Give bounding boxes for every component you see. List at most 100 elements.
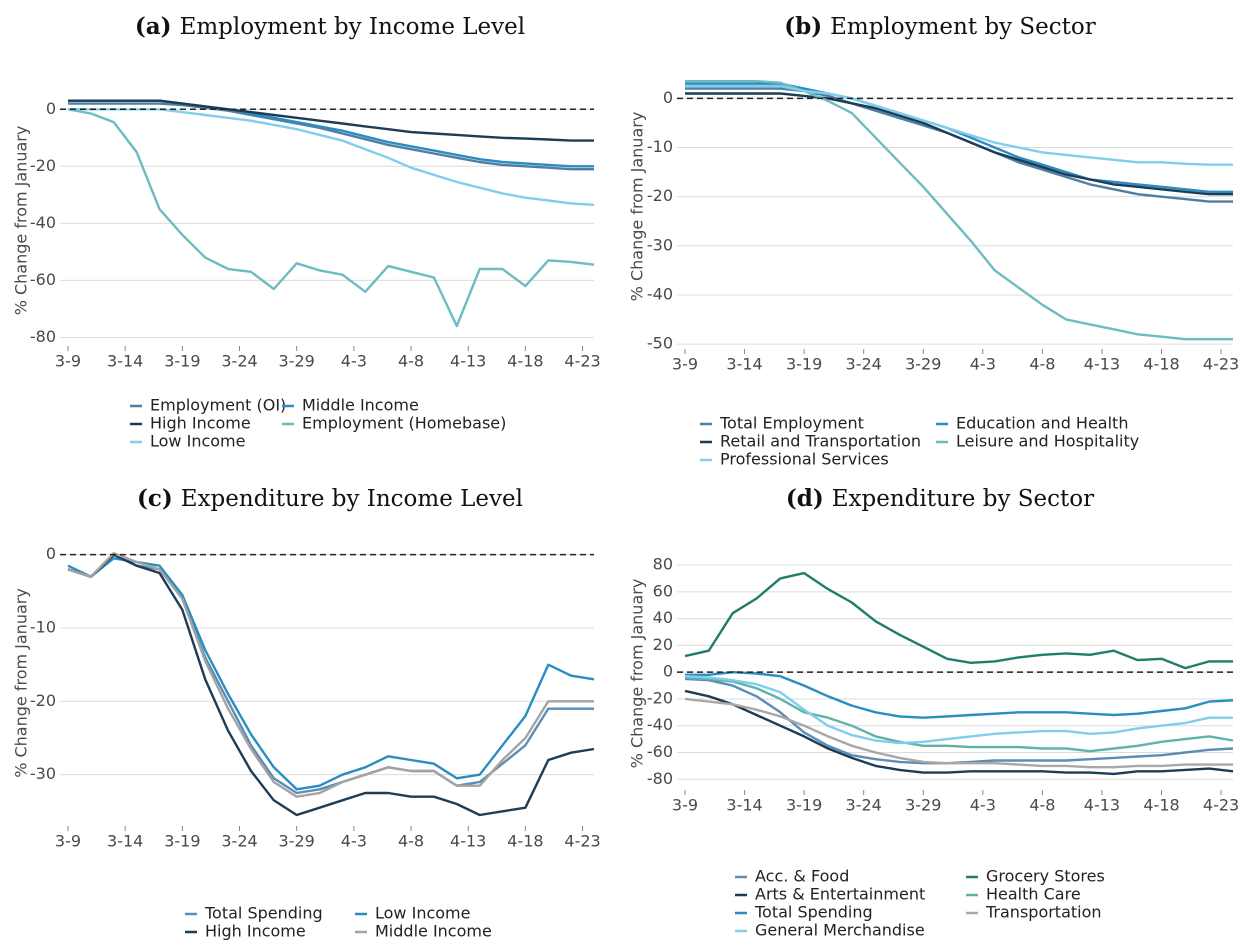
x-tick-label: 3-9 <box>672 796 698 815</box>
legend-label: Grocery Stores <box>986 867 1105 886</box>
x-tick-label: 4-23 <box>564 832 600 851</box>
y-tick-label: -30 <box>647 235 673 254</box>
panel: (b)Employment by Sector% Change from Jan… <box>628 13 1238 469</box>
chart-title: (d) Expenditure by Sector <box>786 485 1094 512</box>
y-tick-label: -40 <box>647 284 673 303</box>
y-axis-label: % Change from January <box>628 579 647 769</box>
x-tick-label: 3-14 <box>107 832 143 851</box>
series-line <box>68 101 594 167</box>
legend-label: Education and Health <box>956 414 1128 433</box>
x-tick-label: 3-19 <box>786 796 822 815</box>
x-tick-label: 4-8 <box>1029 355 1055 374</box>
y-tick-label: 0 <box>663 662 673 681</box>
series-line <box>685 573 1233 668</box>
series-line <box>68 109 594 205</box>
y-tick-label: -60 <box>647 742 673 761</box>
x-tick-label: 4-8 <box>398 352 424 371</box>
x-tick-label: 4-13 <box>450 352 486 371</box>
y-tick-label: 40 <box>653 608 673 627</box>
x-tick-label: 4-13 <box>1084 796 1120 815</box>
x-tick-label: 3-29 <box>279 832 315 851</box>
legend-label: Total Spending <box>754 903 873 922</box>
y-tick-label: 0 <box>46 99 56 118</box>
series-line <box>685 676 1233 743</box>
y-tick-label: -50 <box>647 334 673 353</box>
title-text: Employment by Income Level <box>180 14 526 40</box>
x-tick-label: 3-29 <box>905 796 941 815</box>
x-tick-label: 3-19 <box>786 355 822 374</box>
legend-label: High Income <box>150 414 251 433</box>
title-text: Expenditure by Sector <box>832 486 1094 512</box>
y-tick-label: 0 <box>663 88 673 107</box>
x-tick-label: 4-18 <box>507 352 543 371</box>
series-line <box>68 553 594 797</box>
y-tick-label: 80 <box>653 555 673 574</box>
x-tick-label: 4-18 <box>1143 796 1179 815</box>
legend-label: Middle Income <box>375 922 492 941</box>
y-tick-label: -10 <box>647 137 673 156</box>
legend-label: Health Care <box>986 885 1081 904</box>
legend-label: Professional Services <box>720 450 889 469</box>
legend-label: Total Employment <box>719 414 864 433</box>
panel: (c)Expenditure by Income Level % Change f… <box>12 485 601 941</box>
x-tick-label: 3-14 <box>107 352 143 371</box>
panel-label: (a) <box>135 13 172 40</box>
series-line <box>685 81 1233 339</box>
legend-label: Employment (Homebase) <box>302 414 506 433</box>
x-tick-label: 3-9 <box>672 355 698 374</box>
panel-label: (c) <box>137 485 173 512</box>
x-tick-label: 4-3 <box>341 832 367 851</box>
x-tick-label: 3-29 <box>905 355 941 374</box>
x-tick-label: 3-14 <box>726 355 762 374</box>
legend-label: Leisure and Hospitality <box>956 432 1139 451</box>
x-tick-label: 4-18 <box>507 832 543 851</box>
x-tick-label: 4-8 <box>398 832 424 851</box>
y-tick-label: -40 <box>30 213 56 232</box>
x-tick-label: 4-13 <box>450 832 486 851</box>
legend-label: Low Income <box>375 904 470 923</box>
panel: (a)Employment by Income Level% Change fr… <box>12 13 601 451</box>
series-line <box>68 104 594 170</box>
x-tick-label: 3-19 <box>164 832 200 851</box>
y-tick-label: -10 <box>30 618 56 637</box>
x-tick-label: 4-18 <box>1143 355 1179 374</box>
x-tick-label: 3-29 <box>279 352 315 371</box>
x-tick-label: 4-3 <box>970 355 996 374</box>
panel-label: (b) <box>784 13 822 40</box>
legend-label: Low Income <box>150 432 245 451</box>
x-tick-label: 3-24 <box>221 352 257 371</box>
x-tick-label: 3-9 <box>55 832 81 851</box>
legend-label: Arts & Entertainment <box>755 885 925 904</box>
legend-label: General Merchandise <box>755 921 925 940</box>
y-tick-label: -80 <box>30 327 56 346</box>
x-tick-label: 4-3 <box>970 796 996 815</box>
x-tick-label: 4-13 <box>1084 355 1120 374</box>
chart-title: (b) Employment by Sector <box>784 13 1096 40</box>
series-line <box>68 109 594 326</box>
y-tick-label: -20 <box>30 691 56 710</box>
x-tick-label: 3-24 <box>846 355 882 374</box>
x-tick-label: 3-14 <box>726 796 762 815</box>
y-tick-label: -20 <box>30 156 56 175</box>
y-tick-label: -30 <box>30 764 56 783</box>
chart-title: (c)Expenditure by Income Level <box>137 485 523 512</box>
y-tick-label: -40 <box>647 715 673 734</box>
y-tick-label: -20 <box>647 186 673 205</box>
y-tick-label: 20 <box>653 635 673 654</box>
x-tick-label: 4-23 <box>1203 796 1238 815</box>
legend-label: Retail and Transportation <box>720 432 921 451</box>
legend-label: Total Spending <box>204 904 323 923</box>
x-tick-label: 4-23 <box>1203 355 1238 374</box>
y-axis-label: % Change from January <box>12 588 31 778</box>
chart-title: (a) Employment by Income Level <box>135 13 525 40</box>
x-tick-label: 3-9 <box>55 352 81 371</box>
legend-label: Middle Income <box>302 396 419 415</box>
panel-label: (d) <box>786 485 824 512</box>
y-tick-label: 0 <box>46 544 56 563</box>
series-line <box>685 672 1233 718</box>
x-tick-label: 3-24 <box>846 796 882 815</box>
x-tick-label: 4-3 <box>341 352 367 371</box>
series-line <box>68 555 594 793</box>
title-text: Employment by Sector <box>830 14 1096 40</box>
